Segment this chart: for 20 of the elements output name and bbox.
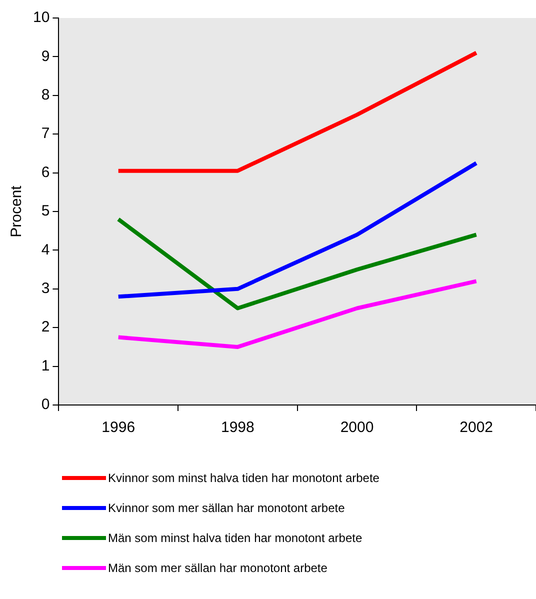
y-tick-label: 0 <box>41 396 50 414</box>
y-tick-label: 8 <box>41 86 50 104</box>
legend-label: Män som mer sällan har monotont arbete <box>108 561 328 575</box>
y-tick-label: 5 <box>41 202 50 220</box>
y-tick-label: 3 <box>41 280 50 298</box>
y-axis-title: Procent <box>8 184 26 238</box>
y-tick-label: 10 <box>32 9 50 26</box>
y-tick-label: 1 <box>41 357 50 374</box>
y-tick-label: 4 <box>41 241 50 258</box>
x-tick-label: 1998 <box>220 419 254 436</box>
x-tick-label: 2000 <box>340 419 374 436</box>
x-tick-label: 2002 <box>460 419 494 436</box>
legend-label: Kvinnor som mer sällan har monotont arbete <box>108 501 345 515</box>
x-tick-label: 1996 <box>102 419 136 436</box>
y-tick-label: 9 <box>41 48 50 65</box>
y-tick-label: 2 <box>41 318 50 336</box>
y-tick-label: 7 <box>41 125 50 142</box>
legend-label: Kvinnor som minst halva tiden har monotont arbete <box>108 471 380 485</box>
legend-label: Män som minst halva tiden har monotont arbete <box>108 531 362 545</box>
y-tick-label: 6 <box>41 164 50 181</box>
